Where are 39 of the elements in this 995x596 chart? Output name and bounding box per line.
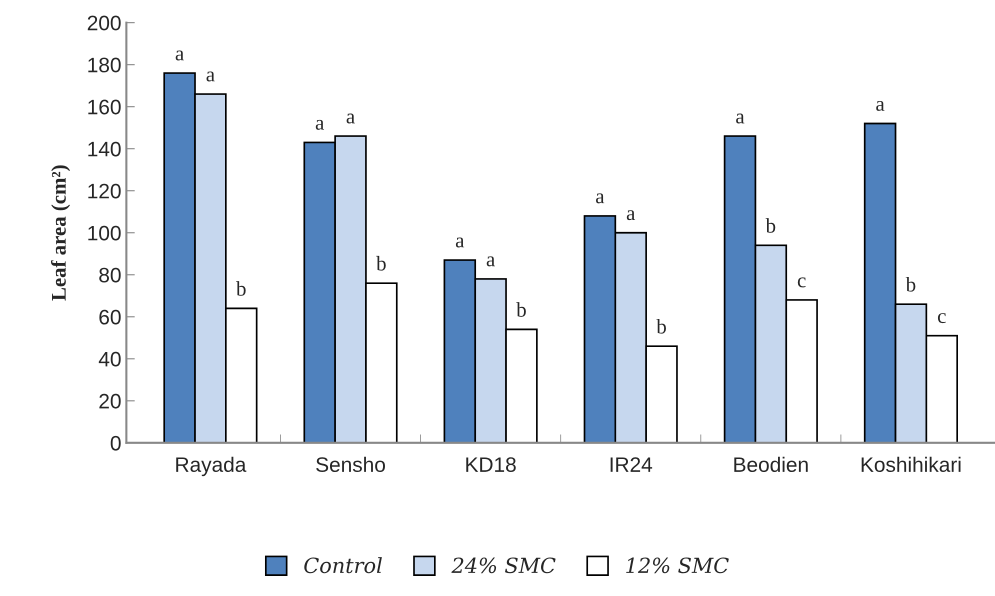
legend-label: 24% SMC (451, 557, 556, 574)
x-tick-label: IR24 (610, 457, 652, 472)
y-tick-label: 80 (99, 268, 121, 283)
data-label: a (316, 120, 324, 130)
y-tick-label: 140 (88, 142, 121, 156)
legend-label: Control (304, 557, 382, 574)
legend-label: 12% SMC (626, 557, 729, 574)
data-label: a (456, 238, 464, 248)
y-tick-label: 100 (88, 226, 121, 240)
data-label: a (486, 256, 495, 266)
data-label: c (798, 277, 806, 288)
data-label: b (906, 276, 916, 292)
y-tick-label: 40 (98, 352, 121, 367)
data-label: a (736, 114, 744, 124)
y-tick-label: 20 (99, 394, 121, 409)
y-tick-label: 60 (99, 310, 121, 325)
y-axis-title: Leaf area (cm²) (50, 165, 70, 301)
x-tick-label: Sensho (316, 456, 385, 472)
data-label: b (656, 318, 666, 334)
x-tick-label: Koshihikari (862, 456, 960, 472)
y-tick-label: 120 (88, 184, 121, 198)
y-tick-label: 200 (88, 16, 121, 30)
y-tick-label: 0 (110, 436, 121, 451)
data-label: b (516, 302, 526, 317)
x-tick-label: Rayada (176, 456, 246, 476)
data-label: a (346, 114, 355, 124)
y-tick-label: 180 (88, 58, 121, 72)
data-label: a (626, 210, 636, 220)
data-label: b (236, 281, 246, 296)
x-tick-label: KD18 (466, 457, 516, 472)
data-label: a (176, 50, 184, 61)
data-label: b (376, 256, 386, 271)
data-label: b (766, 218, 776, 233)
data-label: a (876, 100, 884, 111)
data-label: a (206, 72, 215, 82)
y-tick-label: 160 (88, 100, 121, 114)
x-tick-label: Beodien (734, 456, 808, 472)
data-label: a (596, 193, 604, 204)
data-label: c (938, 313, 946, 324)
